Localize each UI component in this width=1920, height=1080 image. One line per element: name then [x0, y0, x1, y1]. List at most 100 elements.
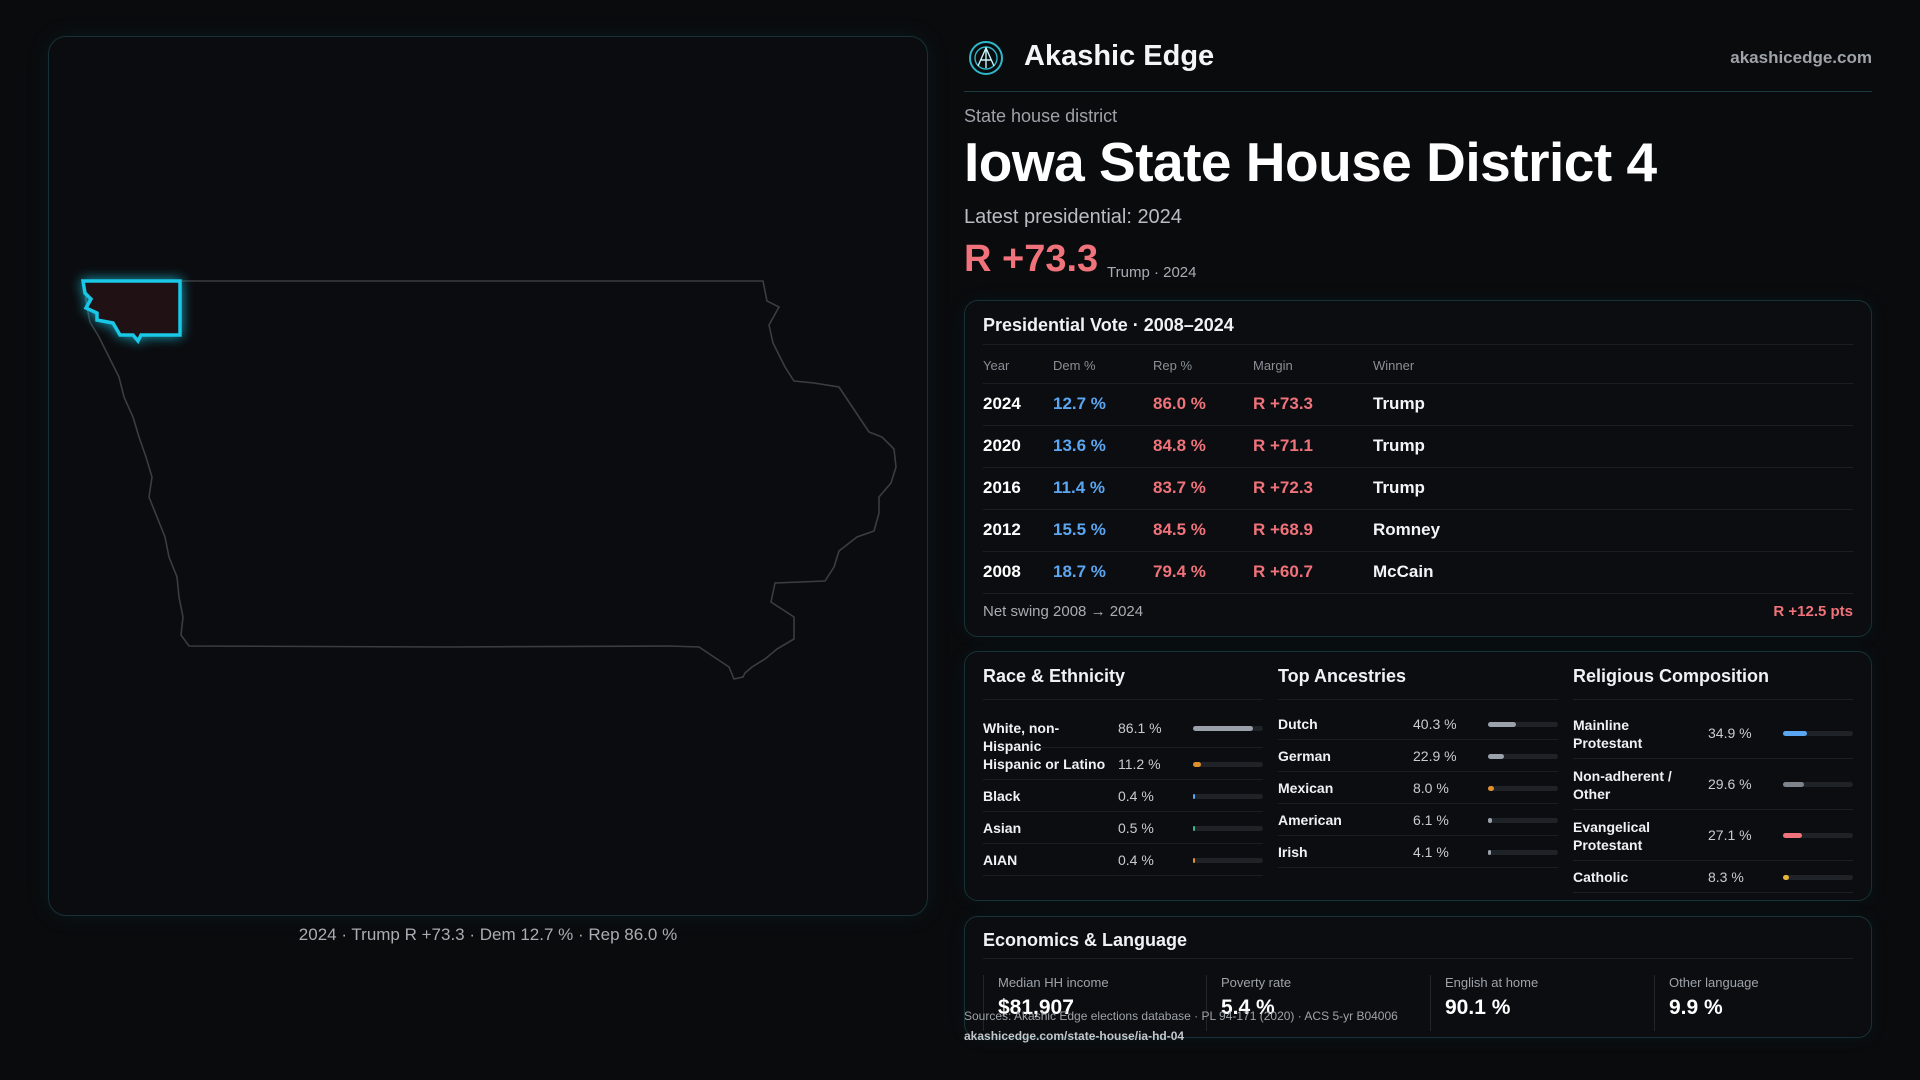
item-value: 27.1 % [1708, 827, 1752, 843]
latest-margin: R +73.3 [964, 238, 1099, 280]
cell-winner: Trump [1373, 383, 1853, 426]
cell-rep: 84.8 % [1153, 425, 1253, 468]
list-item: Mainline Protestant 34.9 % [1573, 708, 1853, 759]
akashic-edge-logo-icon [969, 41, 1003, 75]
stat-english-at-home: English at home 90.1 % [1430, 975, 1640, 1031]
col-header-dem: Dem % [1053, 349, 1153, 384]
share-bar-fill [1488, 849, 1491, 855]
stat-value: 9.9 % [1669, 996, 1723, 1019]
share-bar-fill [1193, 857, 1195, 863]
table-row: 2020 13.6 % 84.8 % R +71.1 Trump [983, 425, 1853, 468]
list-item: American 6.1 % [1278, 804, 1558, 836]
cell-margin: R +73.3 [1253, 383, 1373, 426]
source-url-link[interactable]: akashicedge.com/state-house/ia-hd-04 [964, 1029, 1185, 1043]
item-value: 86.1 % [1118, 719, 1162, 736]
table-row: 2012 15.5 % 84.5 % R +68.9 Romney [983, 509, 1853, 552]
item-value: 0.5 % [1118, 819, 1154, 836]
stat-value: 90.1 % [1445, 996, 1511, 1019]
table-header-row: Year Dem % Rep % Margin Winner [983, 349, 1853, 384]
district-4-highlight[interactable] [80, 279, 182, 345]
col-header-rep: Rep % [1153, 349, 1253, 384]
share-bar [1193, 725, 1263, 731]
share-bar-fill [1783, 833, 1802, 838]
economics-card: Economics & Language Median HH income $8… [964, 916, 1872, 1038]
share-bar-fill [1193, 793, 1195, 799]
district-map[interactable] [48, 36, 928, 916]
share-bar [1193, 825, 1263, 831]
brand-name: Akashic Edge [1024, 40, 1215, 72]
cell-year: 2020 [983, 425, 1053, 468]
cell-dem: 11.4 % [1053, 467, 1153, 510]
religion-list: Mainline Protestant 34.9 % Non-adherent / … [1573, 708, 1853, 893]
brand-url-link[interactable]: akashicedge.com [1730, 48, 1872, 67]
item-label: American [1278, 812, 1342, 828]
item-label: Mexican [1278, 780, 1334, 796]
religion-section-title: Religious Composition [1573, 666, 1769, 686]
item-value: 29.6 % [1708, 776, 1752, 792]
share-bar-fill [1193, 725, 1254, 731]
item-value: 11.2 % [1118, 755, 1161, 772]
share-bar [1783, 782, 1853, 787]
religion-section: Religious Composition Mainline Protestan… [1573, 666, 1853, 893]
race-section-title: Race & Ethnicity [983, 666, 1126, 686]
divider [983, 958, 1853, 959]
race-ethnicity-section: Race & Ethnicity White, non-Hispanic 86.1… [983, 666, 1263, 876]
cell-winner: Trump [1373, 425, 1853, 468]
share-bar-fill [1488, 785, 1494, 791]
cell-rep: 84.5 % [1153, 509, 1253, 552]
ancestry-section-title: Top Ancestries [1278, 666, 1407, 686]
presidential-card-title: Presidential Vote · 2008–2024 [983, 315, 1234, 335]
item-value: 22.9 % [1413, 747, 1457, 764]
item-value: 0.4 % [1118, 851, 1154, 868]
ancestry-list: Dutch 40.3 % German 22.9 % Mexican 8.0 % Ameri… [1278, 708, 1558, 868]
cell-rep: 83.7 % [1153, 467, 1253, 510]
share-bar [1783, 731, 1853, 736]
divider [1573, 699, 1853, 700]
list-item: Asian 0.5 % [983, 812, 1263, 844]
stat-label: English at home [1445, 975, 1539, 990]
item-label: Asian [983, 820, 1022, 836]
col-header-margin: Margin [1253, 349, 1373, 384]
cell-margin: R +68.9 [1253, 509, 1373, 552]
item-label: Black [983, 788, 1021, 804]
cell-dem: 13.6 % [1053, 425, 1153, 468]
share-bar [1488, 785, 1558, 791]
list-item: Non-adherent / Other 29.6 % [1573, 759, 1853, 810]
latest-margin-subtitle: Trump · 2024 [1107, 264, 1197, 281]
item-value: 4.1 % [1413, 843, 1449, 860]
cell-dem: 15.5 % [1053, 509, 1153, 552]
cell-rep: 86.0 % [1153, 383, 1253, 426]
page-title: Iowa State House District 4 [964, 131, 1657, 193]
cell-winner: Trump [1373, 467, 1853, 510]
item-label: White, non-Hispanic [983, 720, 1060, 754]
share-bar [1193, 793, 1263, 799]
divider [983, 593, 1853, 594]
stat-poverty-rate: Poverty rate 5.4 % [1206, 975, 1416, 1031]
share-bar [1783, 874, 1853, 880]
item-label: German [1278, 748, 1331, 764]
list-item: AIAN 0.4 % [983, 844, 1263, 876]
brand-header: Akashic Edge akashicedge.com [964, 36, 1872, 92]
share-bar [1488, 753, 1558, 759]
share-bar [1193, 857, 1263, 863]
col-header-year: Year [983, 349, 1053, 384]
col-header-winner: Winner [1373, 349, 1853, 384]
item-label: AIAN [983, 852, 1018, 868]
race-list: White, non-Hispanic 86.1 % Hispanic or Lat… [983, 708, 1263, 876]
cell-dem: 12.7 % [1053, 383, 1153, 426]
divider [1278, 699, 1558, 700]
cell-winner: McCain [1373, 551, 1853, 594]
net-swing-label: Net swing 2008 → 2024 [983, 603, 1144, 620]
latest-presidential-label: Latest presidential: 2024 [964, 206, 1182, 228]
ancestries-section: Top Ancestries Dutch 40.3 % German 22.9 % Me… [1278, 666, 1558, 868]
stat-other-language: Other language 9.9 % [1654, 975, 1864, 1031]
item-value: 6.1 % [1413, 811, 1449, 828]
list-item: White, non-Hispanic 86.1 % [983, 708, 1263, 754]
list-item: Catholic 8.3 % [1573, 861, 1853, 893]
share-bar-fill [1783, 731, 1808, 736]
stat-value: 5.4 % [1221, 996, 1275, 1019]
stat-label: Poverty rate [1221, 975, 1292, 990]
item-value: 40.3 % [1413, 715, 1457, 732]
presidential-vote-card: Presidential Vote · 2008–2024 Year Dem %… [964, 300, 1872, 637]
share-bar-fill [1488, 721, 1517, 727]
